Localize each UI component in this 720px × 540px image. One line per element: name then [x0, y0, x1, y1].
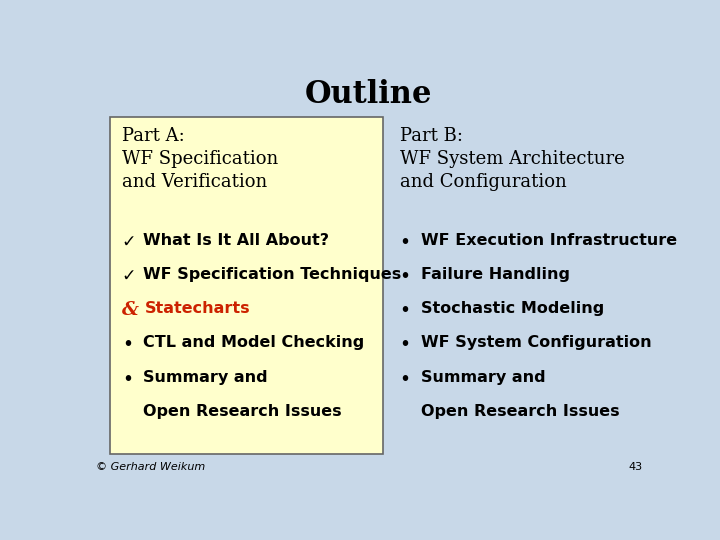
Text: •: • [122, 335, 133, 354]
Text: Statecharts: Statecharts [145, 301, 251, 316]
Text: Open Research Issues: Open Research Issues [143, 404, 341, 418]
FancyBboxPatch shape [109, 117, 383, 454]
Text: © Gerhard Weikum: © Gerhard Weikum [96, 462, 204, 472]
Text: ✓: ✓ [122, 267, 136, 285]
Text: Stochastic Modeling: Stochastic Modeling [421, 301, 604, 316]
Text: •: • [122, 369, 133, 389]
Text: •: • [400, 369, 411, 389]
Text: Outline: Outline [305, 79, 433, 110]
Text: Part B:
WF System Architecture
and Configuration: Part B: WF System Architecture and Confi… [400, 127, 624, 191]
Text: Part A:
WF Specification
and Verification: Part A: WF Specification and Verificatio… [122, 127, 278, 191]
Text: •: • [400, 233, 411, 252]
Text: •: • [400, 335, 411, 354]
Text: Failure Handling: Failure Handling [421, 267, 570, 282]
Text: What Is It All About?: What Is It All About? [143, 233, 329, 248]
Text: •: • [400, 267, 411, 286]
Text: &: & [122, 301, 139, 319]
Text: Summary and: Summary and [421, 369, 546, 384]
Text: ✓: ✓ [122, 233, 136, 251]
Text: Open Research Issues: Open Research Issues [421, 404, 619, 418]
Text: •: • [400, 301, 411, 320]
Text: Summary and: Summary and [143, 369, 268, 384]
Text: WF Specification Techniques: WF Specification Techniques [143, 267, 401, 282]
Text: WF System Configuration: WF System Configuration [421, 335, 652, 350]
Text: CTL and Model Checking: CTL and Model Checking [143, 335, 364, 350]
Text: WF Execution Infrastructure: WF Execution Infrastructure [421, 233, 677, 248]
Text: 43: 43 [629, 462, 642, 472]
